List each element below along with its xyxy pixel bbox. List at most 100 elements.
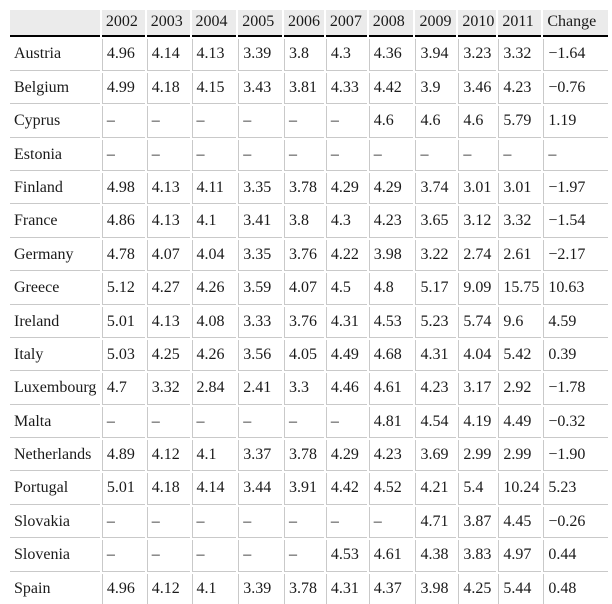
data-cell: 4.18 (146, 473, 190, 505)
data-cell: 4.31 (325, 306, 367, 338)
table-row-luxembourg: Luxembourg 4.7 3.32 2.84 2.41 3.3 4.46 4.61 4.23… (10, 373, 608, 405)
data-cell: 4.13 (191, 39, 237, 71)
data-cell: 3.59 (238, 273, 282, 305)
data-cell: 3.8 (283, 39, 324, 71)
data-cell: – (101, 106, 145, 138)
data-cell: 3.56 (238, 339, 282, 372)
data-cell: 4.15 (191, 72, 237, 105)
row-label: Austria (10, 39, 100, 71)
header-row: 2002 2003 2004 2005 2006 2007 2008 2009 2010 2011… (10, 10, 608, 38)
data-cell: 4.14 (146, 39, 190, 71)
data-cell: 4.23 (368, 206, 414, 238)
table-row-spain: Spain 4.96 4.12 4.1 3.39 3.78 4.31 4.37 3.98 4.25… (10, 573, 608, 604)
data-cell: 4.71 (415, 506, 457, 539)
data-cell: – (238, 540, 282, 572)
data-cell: 4.37 (368, 573, 414, 604)
table-row-ireland: Ireland 5.01 4.13 4.08 3.33 3.76 4.31 4.53 5.23 5… (10, 306, 608, 338)
data-cell: 10.24 (498, 473, 542, 505)
row-label: Greece (10, 273, 100, 305)
row-label: Italy (10, 340, 100, 372)
data-cell: – (101, 540, 145, 572)
data-cell: 3.78 (283, 573, 324, 604)
data-cell: 3.23 (458, 39, 497, 71)
data-cell: 5.23 (415, 306, 457, 338)
row-label: Malta (10, 407, 100, 439)
data-cell: 3.22 (415, 239, 457, 272)
data-cell: – (101, 139, 145, 171)
data-cell: 3.91 (283, 473, 324, 505)
data-cell: 3.32 (146, 373, 190, 405)
data-cell: 3.41 (238, 206, 282, 238)
data-cell: 4.08 (191, 306, 237, 338)
data-cell: – (101, 406, 145, 439)
data-cell: – (146, 139, 190, 171)
data-cell: 3.39 (238, 573, 282, 604)
data-cell: – (191, 406, 237, 439)
data-cell: 5.44 (498, 573, 541, 604)
data-cell: −1.78 (543, 373, 608, 405)
data-cell: 2.61 (498, 239, 542, 272)
data-cell: 3.81 (283, 72, 324, 105)
data-cell: – (368, 139, 414, 171)
data-cell: 4.29 (325, 440, 367, 472)
data-cell: – (368, 506, 414, 539)
data-cell: −1.64 (543, 39, 608, 71)
data-cell: 4.99 (101, 72, 145, 105)
data-cell: 4.45 (498, 506, 542, 539)
data-cell: 0.44 (543, 540, 608, 572)
data-cell: 4.3 (325, 206, 367, 238)
data-cell: 4.07 (283, 273, 324, 305)
row-label: Spain (10, 574, 100, 604)
table-row-slovakia: Slovakia – – – – – – –4.71 3.87 4.45 −0.26 (10, 506, 608, 539)
data-cell: 4.68 (368, 339, 414, 372)
column-header-2005: 2005 (238, 10, 282, 38)
data-cell: 3.39 (238, 39, 282, 71)
row-label: Luxembourg (10, 373, 100, 405)
data-cell: 4.29 (368, 172, 414, 205)
data-cell: 4.26 (191, 273, 237, 305)
data-cell: – (325, 506, 367, 539)
data-cell: – (498, 139, 542, 171)
table-row-italy: Italy 5.03 4.25 4.26 3.56 4.05 4.49 4.68 4.31 4.0… (10, 339, 608, 372)
data-cell: 3.17 (458, 373, 497, 405)
data-cell: 4.33 (325, 72, 367, 105)
data-cell: 3.78 (283, 172, 324, 205)
data-cell: 4.26 (191, 339, 237, 372)
table-row-belgium: Belgium 4.99 4.18 4.15 3.43 3.81 4.33 4.42 3.9 3.… (10, 72, 608, 105)
table-row-netherlands: Netherlands 4.89 4.12 4.1 3.37 3.78 4.29 4.23 3.… (10, 440, 608, 472)
data-cell: 3.98 (368, 239, 414, 272)
data-cell: 3.33 (238, 306, 282, 338)
data-cell: 2.41 (238, 373, 282, 405)
table-row-estonia: Estonia – – – – – – – – – – – (10, 139, 608, 171)
data-cell: 4.13 (146, 306, 190, 338)
data-cell: 4.23 (368, 440, 414, 472)
data-cell: 4.1 (191, 573, 237, 604)
data-cell: – (191, 106, 237, 138)
data-cell: 4.27 (146, 273, 190, 305)
data-cell: – (415, 139, 457, 171)
data-cell: 4.1 (191, 206, 237, 238)
data-cell: – (283, 406, 324, 439)
data-cell: – (191, 540, 237, 572)
table-row-finland: Finland 4.98 4.13 4.11 3.35 3.78 4.29 4.29 3.74 3… (10, 172, 608, 205)
data-cell: 3.01 (498, 172, 542, 205)
data-cell: −2.17 (543, 239, 608, 272)
data-cell: 3.12 (458, 206, 497, 238)
data-cell: 5.42 (498, 339, 542, 372)
column-header-2010: 2010 (458, 10, 497, 38)
data-cell: −0.26 (543, 506, 608, 539)
data-cell: −1.90 (543, 440, 608, 472)
data-cell: 4.78 (101, 239, 145, 272)
data-cell: 4.42 (325, 473, 367, 505)
row-label: Belgium (10, 73, 100, 105)
data-cell: – (191, 139, 237, 171)
data-cell: 4.86 (101, 206, 145, 238)
table-row-cyprus: Cyprus – – – – – –4.6 4.6 4.6 5.79 1.19 (10, 106, 608, 138)
data-cell: −1.97 (543, 172, 608, 205)
column-header-2011: 2011 (498, 10, 542, 38)
column-header-2002: 2002 (101, 10, 145, 38)
data-cell: 4.8 (368, 273, 414, 305)
data-cell: 4.98 (101, 172, 145, 205)
data-cell: 4.7 (101, 373, 145, 405)
data-cell: 4.07 (146, 239, 190, 272)
